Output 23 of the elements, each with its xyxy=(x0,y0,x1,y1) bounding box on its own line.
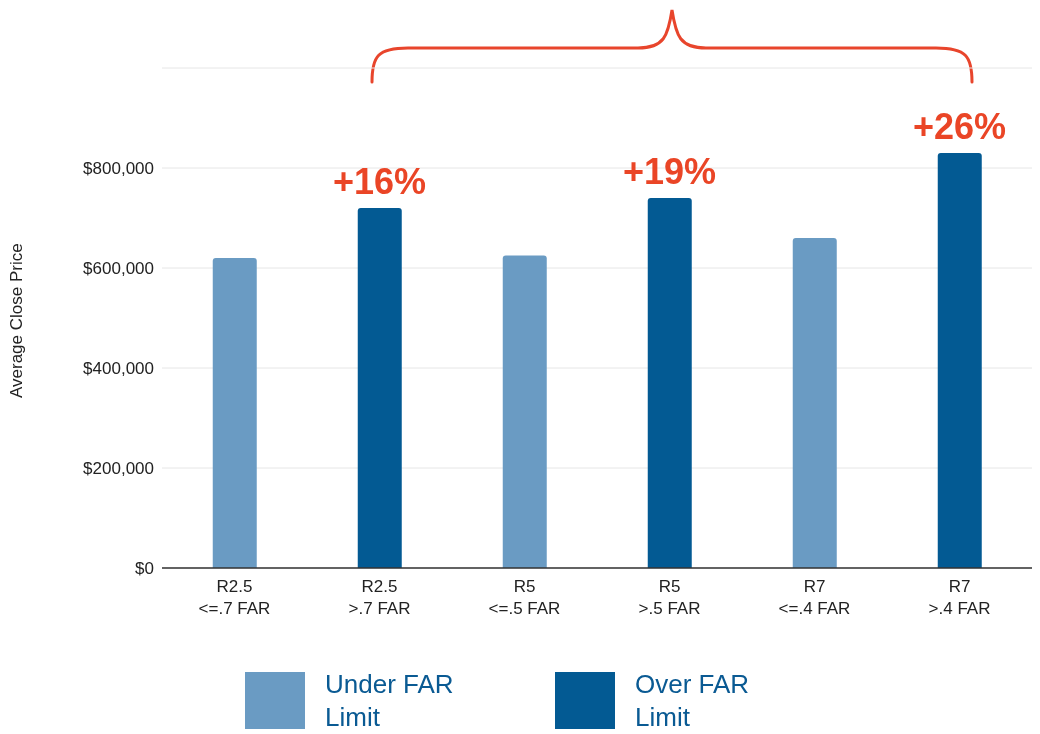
x-tick-label: R7 >.4 FAR xyxy=(928,577,991,618)
y-tick-label: $0 xyxy=(135,559,154,579)
bar xyxy=(357,208,402,568)
y-axis-title: Average Close Price xyxy=(7,243,27,398)
annotation: +19% xyxy=(622,151,717,192)
legend-label: Under FAR Limit xyxy=(325,668,455,734)
x-tick-label: R7 <=.4 FAR xyxy=(778,577,851,618)
y-tick-label: $200,000 xyxy=(83,459,154,479)
bar xyxy=(647,198,692,568)
y-tick-label: $800,000 xyxy=(83,159,154,179)
bar xyxy=(502,255,547,568)
x-tick-label: R5 >.5 FAR xyxy=(638,577,701,618)
x-tick-label: R2.5 >.7 FAR xyxy=(348,577,411,618)
y-tick-label: $600,000 xyxy=(83,259,154,279)
bar xyxy=(792,238,837,568)
annotation: +16% xyxy=(332,161,427,202)
x-tick-label: R5 <=.5 FAR xyxy=(488,577,561,618)
legend-label: Over FAR Limit xyxy=(635,668,751,734)
x-tick-label: R2.5 <=.7 FAR xyxy=(198,577,271,618)
bar xyxy=(937,153,982,568)
bar xyxy=(212,258,257,568)
annotation: +26% xyxy=(912,106,1007,147)
y-tick-label: $400,000 xyxy=(83,359,154,379)
